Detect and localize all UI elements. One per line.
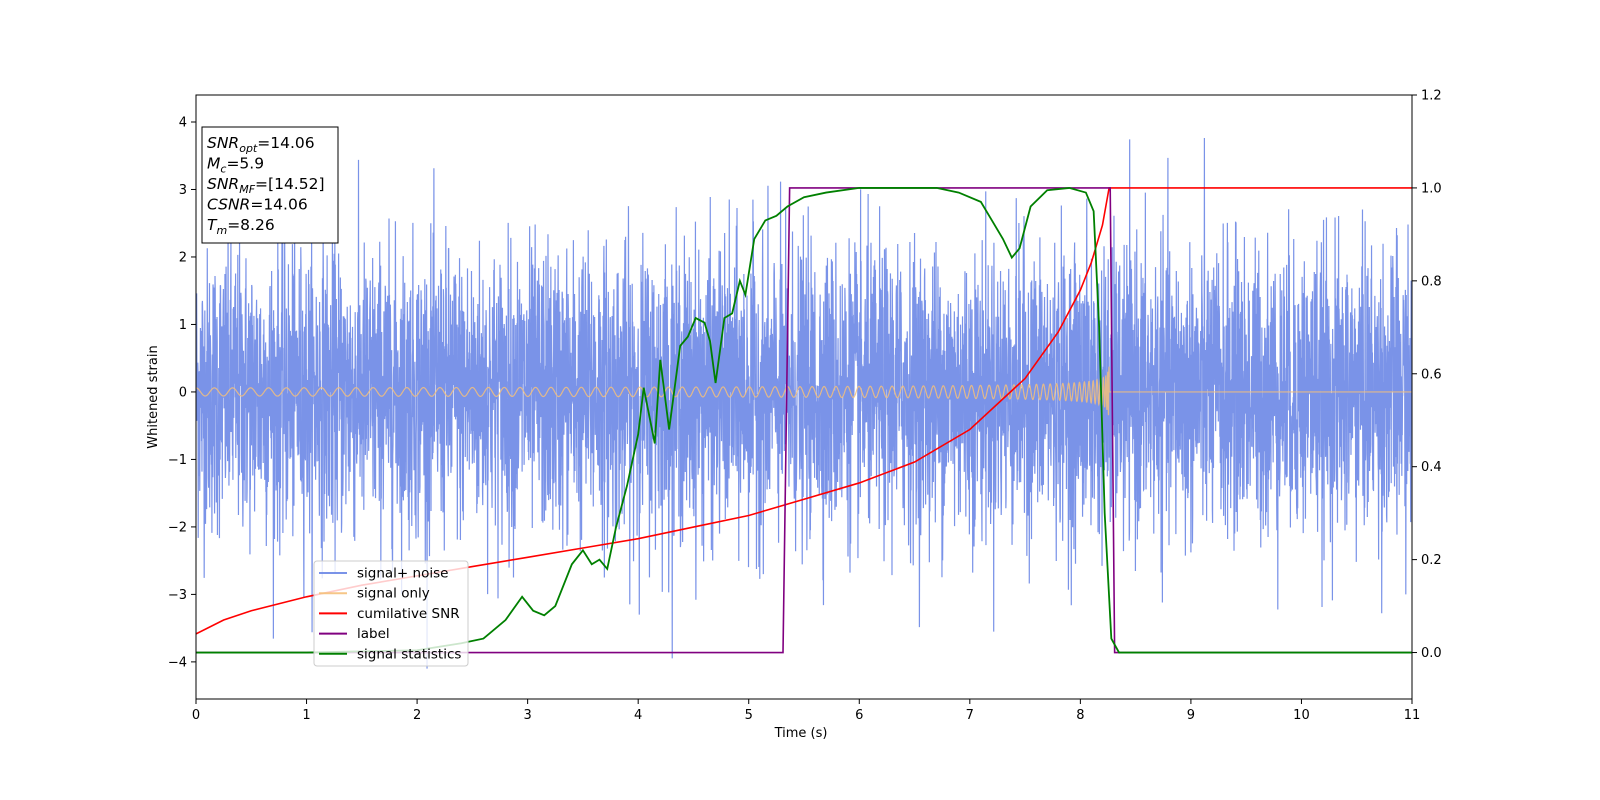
legend-label: signal+ noise — [357, 566, 448, 582]
info-line-value: =[14.52] — [255, 175, 324, 193]
y-right-tick-label: 1.2 — [1421, 89, 1442, 104]
legend-label: signal only — [357, 586, 430, 602]
info-line-value: =14.06 — [250, 196, 307, 214]
info-line-value: =5.9 — [226, 155, 264, 173]
x-axis-label: Time (s) — [774, 726, 828, 741]
x-tick-label: 1 — [302, 708, 310, 723]
y-right-tick-label: 1.0 — [1421, 181, 1442, 196]
x-tick-label: 6 — [855, 708, 863, 723]
y-axis-right: 1.2 1.0 0.8 0.6 0.4 0.2 0.0 — [1412, 89, 1442, 662]
y-left-tick-label: −1 — [168, 453, 187, 468]
info-line: SNRMF=[14.52] — [207, 175, 325, 196]
x-tick-label: 8 — [1076, 708, 1084, 723]
y-axis-left: 4 3 2 1 0 −1 −2 −3 −4 — [168, 115, 196, 670]
x-tick-label: 11 — [1404, 708, 1421, 723]
legend-label: cumilative SNR — [357, 606, 460, 622]
x-tick-label: 9 — [1187, 708, 1195, 723]
info-line-base: SNR — [207, 134, 239, 152]
info-line-subscript: m — [216, 224, 227, 237]
info-line: SNRopt=14.06 — [207, 134, 315, 155]
info-box: SNRopt=14.06Mc=5.9SNRMF=[14.52]CSNR=14.0… — [202, 127, 338, 243]
x-tick-label: 2 — [413, 708, 421, 723]
y-right-tick-label: 0.2 — [1421, 553, 1442, 568]
y-left-tick-label: 3 — [179, 183, 187, 198]
y-left-tick-label: −3 — [168, 588, 187, 603]
x-tick-label: 4 — [634, 708, 642, 723]
x-tick-label: 10 — [1293, 708, 1310, 723]
legend-label: label — [357, 626, 390, 642]
y-left-tick-label: 0 — [179, 385, 187, 400]
info-line-base: SNR — [207, 175, 239, 193]
x-axis: 0 1 2 3 4 5 6 7 8 9 10 11 — [192, 699, 1420, 723]
y-right-tick-label: 0.6 — [1421, 367, 1442, 382]
info-line: Mc=5.9 — [207, 155, 264, 176]
x-tick-label: 5 — [745, 708, 753, 723]
y-right-tick-label: 0.8 — [1421, 274, 1442, 289]
info-line-base: M — [207, 155, 220, 173]
y-left-tick-label: −2 — [168, 520, 187, 535]
legend: signal+ noise signal only cumilative SNR la… — [314, 561, 468, 666]
legend-label: signal statistics — [357, 646, 461, 662]
y-left-tick-label: 1 — [179, 318, 187, 333]
info-line-subscript: MF — [239, 183, 255, 196]
y-left-tick-label: 4 — [179, 115, 187, 130]
info-line-subscript: opt — [239, 142, 258, 155]
x-tick-label: 0 — [192, 708, 200, 723]
y-left-tick-label: 2 — [179, 250, 187, 265]
y-right-tick-label: 0.0 — [1421, 646, 1442, 661]
y-right-tick-label: 0.4 — [1421, 460, 1442, 475]
info-line: CSNR=14.06 — [207, 196, 308, 214]
y-axis-label: Whitened strain — [146, 345, 161, 448]
info-line-base: CSNR — [207, 196, 250, 214]
x-tick-label: 3 — [523, 708, 531, 723]
y-left-tick-label: −4 — [168, 655, 187, 670]
info-line-value: =14.06 — [257, 134, 314, 152]
x-tick-label: 7 — [966, 708, 974, 723]
chart: 0 1 2 3 4 5 6 7 8 9 10 11 43210−1−2−3−4 1.21.00.80.… — [0, 0, 1600, 800]
info-line-value: =8.26 — [227, 216, 275, 234]
